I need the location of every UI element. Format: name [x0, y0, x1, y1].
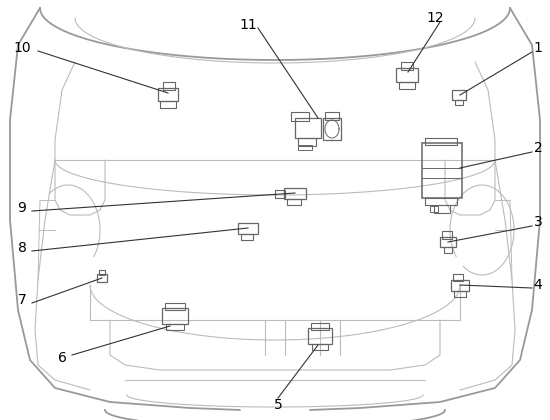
Text: 5: 5 — [274, 398, 282, 412]
Bar — [275, 190, 285, 198]
Bar — [298, 145, 312, 150]
Bar — [434, 205, 450, 213]
Bar — [165, 303, 185, 310]
Bar — [312, 344, 328, 350]
Text: 10: 10 — [13, 41, 31, 55]
Bar — [97, 274, 107, 282]
Bar — [284, 188, 306, 199]
Bar — [287, 199, 301, 205]
Text: 7: 7 — [18, 293, 26, 307]
Text: 1: 1 — [534, 41, 542, 55]
Bar — [325, 112, 339, 120]
Bar — [444, 247, 452, 253]
Bar — [442, 231, 452, 239]
Bar — [158, 88, 178, 101]
Bar — [453, 274, 463, 281]
Bar — [99, 270, 105, 275]
Bar — [238, 223, 258, 234]
Text: 2: 2 — [534, 141, 542, 155]
Text: 6: 6 — [58, 351, 67, 365]
Bar — [160, 101, 176, 108]
Bar — [454, 291, 466, 297]
Text: 9: 9 — [18, 201, 26, 215]
Bar — [162, 308, 188, 324]
Bar — [298, 138, 316, 146]
Bar — [425, 198, 457, 205]
Bar — [425, 138, 457, 145]
Bar — [311, 323, 329, 330]
Bar — [396, 68, 418, 82]
Bar — [166, 324, 184, 330]
Bar — [430, 206, 438, 212]
Bar — [422, 143, 462, 198]
Text: 8: 8 — [18, 241, 26, 255]
Text: 3: 3 — [534, 215, 542, 229]
Bar — [323, 118, 341, 140]
Text: 11: 11 — [239, 18, 257, 32]
Text: 4: 4 — [534, 278, 542, 292]
Bar — [295, 118, 321, 138]
Bar — [455, 100, 463, 105]
Bar — [401, 62, 413, 70]
Text: 12: 12 — [426, 11, 444, 25]
Bar — [399, 82, 415, 89]
Bar — [308, 328, 332, 344]
Bar — [163, 82, 175, 90]
Bar — [241, 234, 253, 240]
Bar — [452, 90, 466, 100]
Bar — [451, 280, 469, 291]
Bar — [440, 237, 456, 247]
Bar — [291, 112, 309, 121]
